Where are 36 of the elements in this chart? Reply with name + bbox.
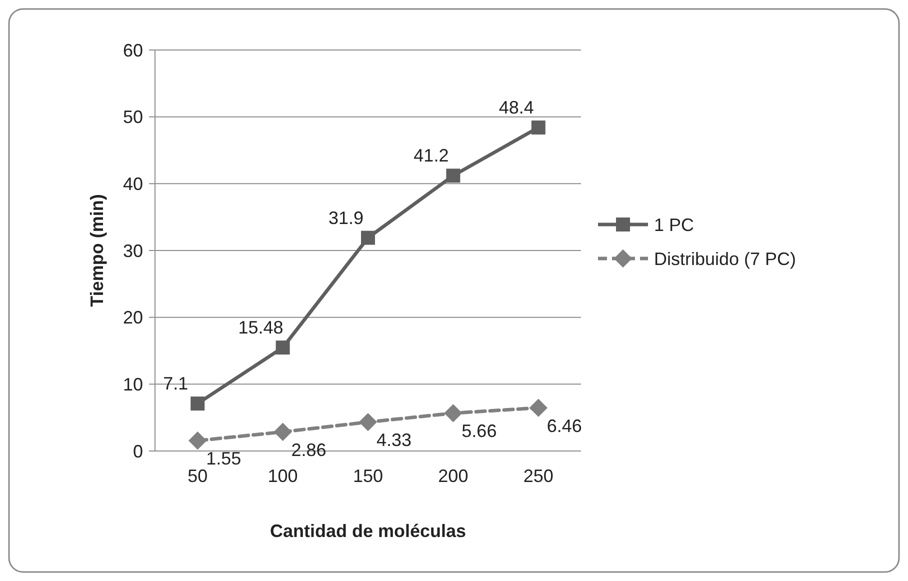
data-label: 31.9 [328,208,364,228]
x-tick-label: 150 [352,466,384,486]
point [358,412,378,432]
point [188,432,207,450]
data-label: 1.55 [206,448,242,469]
x-axis-title: Cantidad de moléculas [270,521,466,541]
point [531,120,546,135]
legend-label: Distribuido (7 PC) [654,248,796,269]
x-tick-label: 50 [188,466,208,486]
legend-label: 1 PC [654,214,694,235]
data-label: 6.46 [546,416,582,436]
data-label: 15.48 [238,318,284,338]
data-label: 2.86 [291,440,326,460]
y-tick-label: 40 [122,174,143,194]
y-tick-label: 0 [132,441,143,462]
y-tick-label: 50 [122,107,143,128]
data-label: 41.2 [414,146,449,166]
point [446,168,460,183]
data-label: 4.33 [376,430,412,450]
y-tick-label: 20 [122,308,143,328]
point [529,398,548,417]
data-label: 5.66 [462,421,497,442]
point [274,422,292,441]
data-label: 48.4 [498,98,534,118]
x-tick-label: 100 [268,466,298,486]
point [276,340,290,355]
y-tick-label: 30 [122,240,143,261]
point [361,230,375,245]
point [190,396,205,411]
y-tick-label: 10 [122,374,143,394]
point [444,404,462,422]
x-tick-label: 200 [438,466,468,486]
y-axis-title: Tiempo (min) [87,194,107,307]
x-tick-label: 250 [523,466,554,486]
data-label: 7.1 [163,374,188,394]
y-tick-label: 60 [122,40,143,60]
